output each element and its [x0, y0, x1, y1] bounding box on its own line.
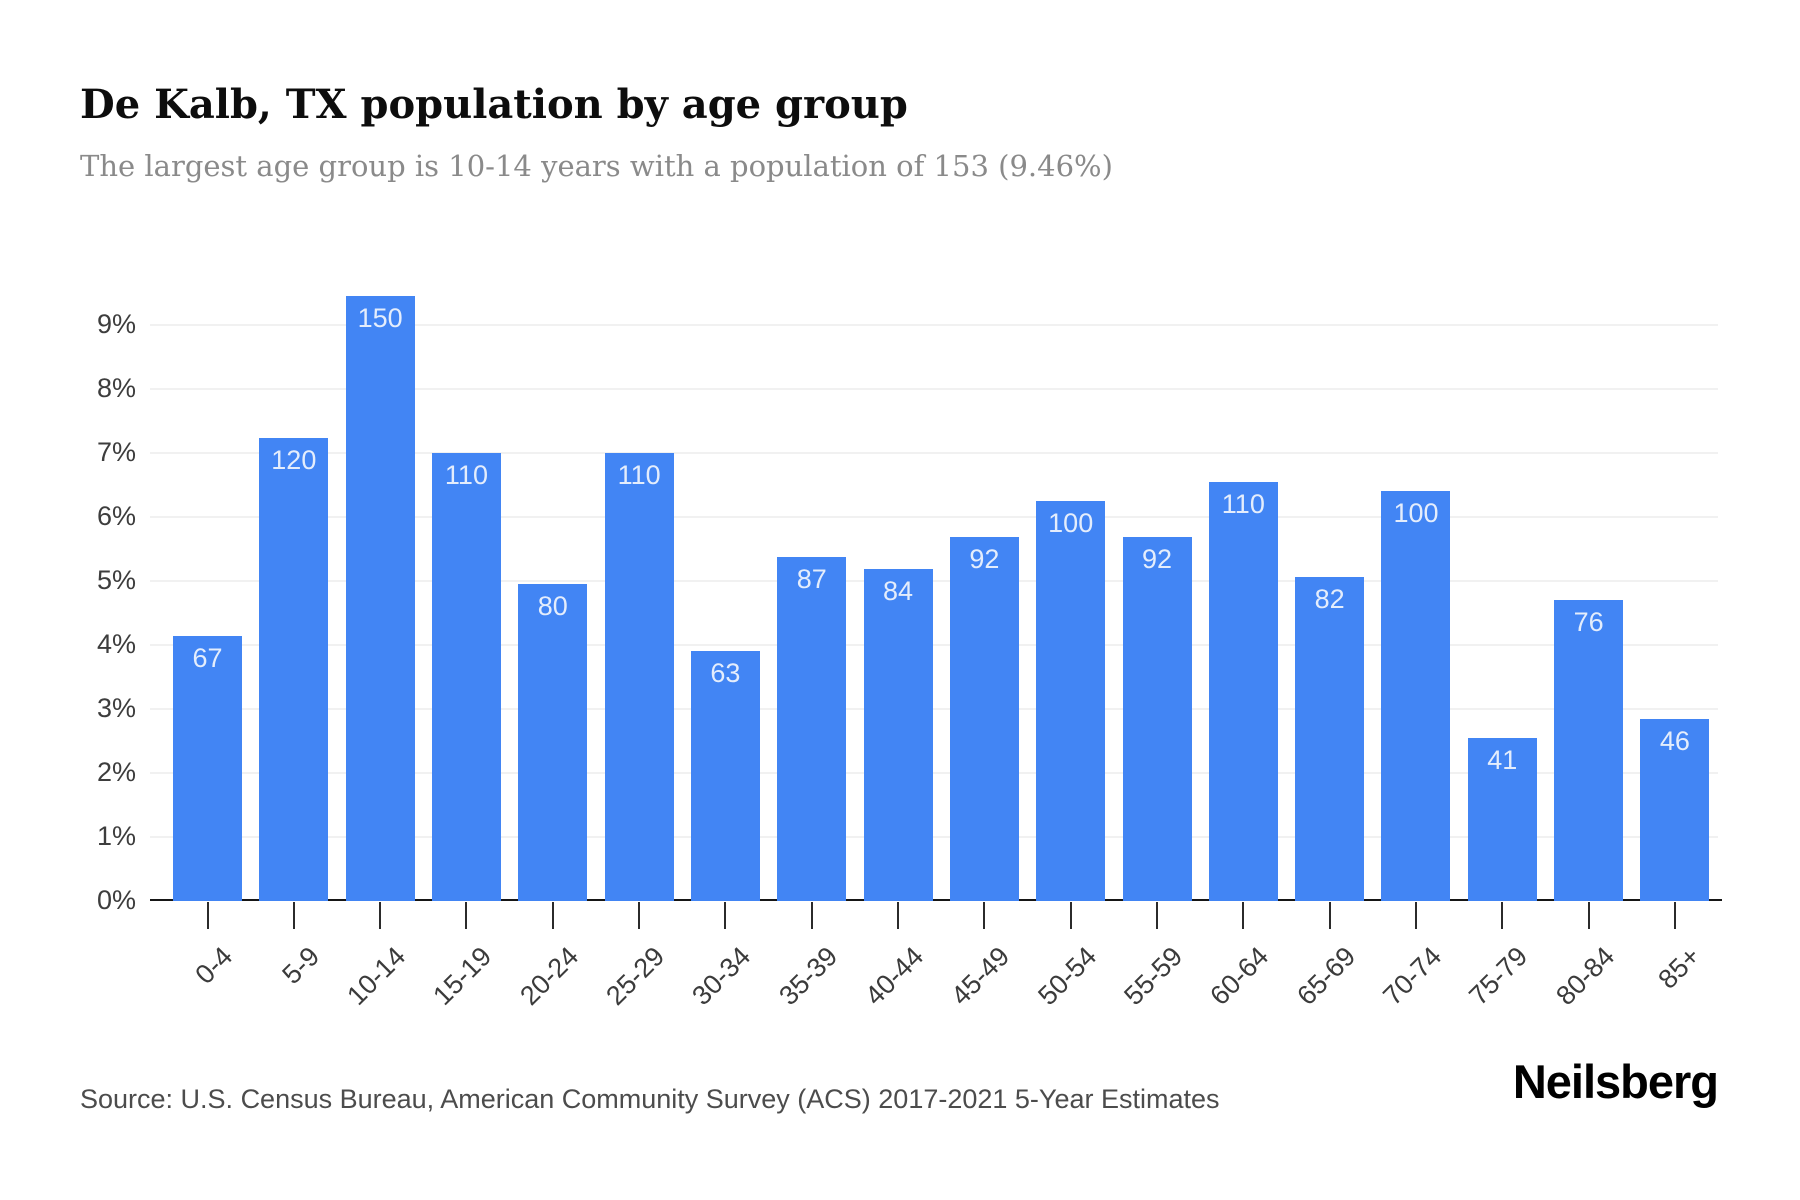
x-axis-tick: [1673, 902, 1676, 929]
x-axis-tick: [551, 902, 554, 929]
x-axis-tick: [810, 902, 813, 929]
x-axis-tick: [1587, 902, 1590, 929]
bar-value-label: 80: [537, 591, 568, 621]
bar: 63: [690, 651, 760, 901]
y-axis-tick-label: 2%: [96, 757, 136, 787]
y-axis-tick-label: 0%: [96, 885, 136, 915]
x-axis-tick: [1414, 902, 1417, 929]
bar-value-label: 63: [710, 658, 741, 688]
gridline: [150, 452, 1718, 454]
bar: 67: [173, 636, 242, 901]
x-axis-tick-label: 65-69: [1290, 941, 1361, 1012]
bar: 92: [949, 537, 1019, 901]
gridline: [150, 836, 1718, 838]
y-axis-tick-label: 8%: [96, 373, 136, 403]
x-axis-tick-label: 80-84: [1549, 941, 1620, 1012]
x-axis-tick-label: 60-64: [1204, 941, 1275, 1012]
x-axis-tick: [1069, 902, 1072, 929]
x-axis-tick: [983, 902, 986, 929]
gridline: [150, 580, 1718, 582]
bar-value-label: 120: [271, 445, 317, 475]
x-axis-line: [150, 899, 1722, 901]
bar: 150: [345, 296, 415, 901]
bar-value-label: 150: [357, 303, 403, 333]
x-axis-tick-label: 10-14: [341, 941, 412, 1012]
bar: 110: [604, 453, 674, 901]
bar-value-label: 110: [1221, 489, 1265, 519]
x-axis-tick: [638, 902, 641, 929]
bar: 110: [431, 453, 501, 901]
y-axis-tick-label: 9%: [96, 309, 136, 339]
y-axis-tick-label: 4%: [96, 629, 136, 659]
x-axis-tick-label: 50-54: [1031, 941, 1102, 1012]
x-axis-tick-label: 75-79: [1463, 941, 1534, 1012]
source-attribution: Source: U.S. Census Bureau, American Com…: [80, 1084, 1220, 1114]
x-axis-tick-label: 85+: [1652, 941, 1707, 995]
x-axis-tick: [465, 902, 468, 929]
y-axis-tick-label: 6%: [96, 501, 136, 531]
bar-value-label: 110: [444, 460, 488, 490]
bar: 82: [1295, 577, 1365, 901]
x-axis-tick: [724, 902, 727, 929]
bar: 76: [1554, 600, 1624, 901]
x-axis-tick-label: 20-24: [513, 941, 584, 1012]
y-axis-tick-label: 7%: [96, 437, 136, 467]
bar: 92: [1122, 537, 1192, 901]
bar: 46: [1640, 719, 1710, 901]
bar-value-label: 92: [1141, 544, 1173, 574]
x-axis-tick: [292, 902, 295, 929]
x-axis-tick-label: 15-19: [427, 941, 498, 1012]
x-axis-tick: [1242, 902, 1245, 929]
bar: 100: [1381, 491, 1451, 901]
chart-title: De Kalb, TX population by age group: [80, 80, 908, 128]
bar: 41: [1467, 738, 1537, 901]
x-axis-tick-label: 40-44: [859, 941, 930, 1012]
gridline: [150, 388, 1718, 390]
chart-subtitle: The largest age group is 10-14 years wit…: [80, 149, 1113, 183]
x-axis-tick-label: 70-74: [1377, 941, 1448, 1012]
brand-logo: Neilsberg: [1512, 1055, 1719, 1108]
gridline: [150, 708, 1718, 710]
bar-value-label: 87: [796, 564, 827, 594]
gridline: [150, 644, 1718, 646]
x-axis-tick-label: 55-59: [1118, 941, 1189, 1012]
x-axis-tick-label: 5-9: [276, 941, 326, 990]
bar-value-label: 67: [192, 643, 223, 673]
bar-value-label: 100: [1393, 498, 1439, 528]
gridline: [150, 324, 1718, 326]
bar: 100: [1036, 501, 1106, 901]
x-axis-tick: [897, 902, 900, 929]
x-axis-tick: [379, 902, 382, 929]
x-axis-tick-label: 25-29: [600, 941, 671, 1012]
bar-value-label: 76: [1573, 607, 1604, 637]
y-axis-tick-label: 1%: [96, 821, 136, 851]
bar-value-label: 82: [1314, 584, 1345, 614]
bar-value-label: 41: [1487, 745, 1518, 775]
x-axis-tick: [1501, 902, 1504, 929]
gridline: [150, 772, 1718, 774]
bar: 120: [259, 438, 329, 901]
x-axis-tick-label: 30-34: [686, 941, 757, 1012]
bar: 80: [518, 584, 588, 901]
x-axis-tick-label: 35-39: [772, 941, 843, 1012]
x-axis-tick: [1156, 902, 1159, 929]
x-axis-tick-label: 0-4: [189, 941, 239, 990]
bar-value-label: 110: [617, 460, 661, 490]
gridline: [150, 516, 1718, 518]
bar-value-label: 92: [969, 544, 1000, 574]
bar-value-label: 100: [1048, 508, 1094, 538]
x-axis-tick: [206, 902, 209, 929]
bar-value-label: 84: [883, 576, 914, 606]
bar: 87: [777, 557, 847, 901]
bar: 110: [1208, 482, 1278, 901]
bar: 84: [863, 569, 933, 901]
bar-value-label: 46: [1659, 726, 1690, 756]
x-axis-tick-label: 45-49: [945, 941, 1016, 1012]
y-axis-tick-label: 3%: [96, 693, 136, 723]
x-axis-tick: [1328, 902, 1331, 929]
y-axis-tick-label: 5%: [96, 565, 136, 595]
